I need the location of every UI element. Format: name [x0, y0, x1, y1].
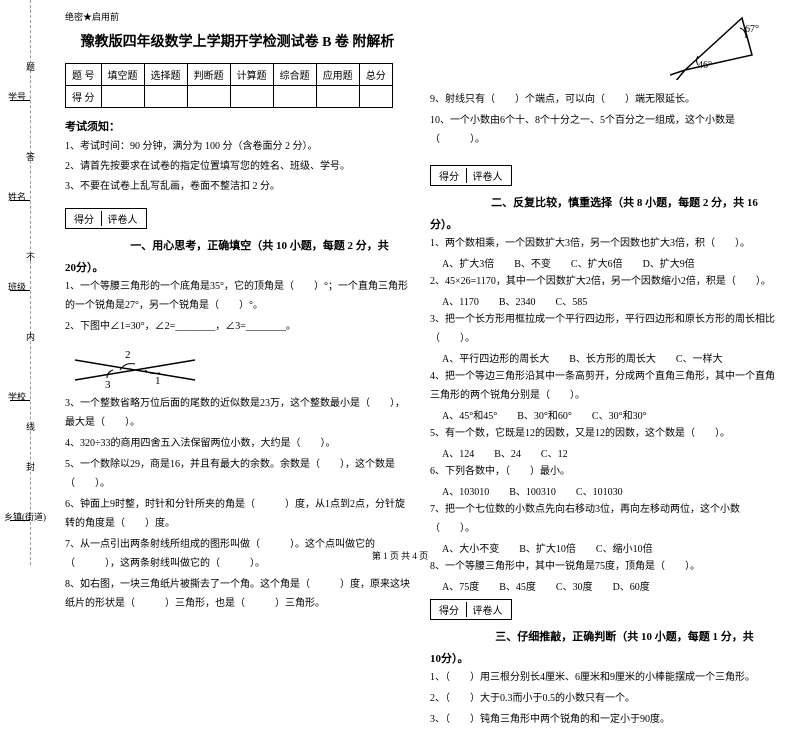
- seal-mark: 内: [26, 330, 35, 343]
- q1-8: 8、如右图，一块三角纸片被撕去了一个角。这个角是（ ）度，原来这块纸片的形状是（…: [65, 575, 410, 613]
- grader-label: 评卷人: [466, 602, 507, 617]
- section3-title: 三、仔细推敲，正确判断（共 10 小题，每题 1 分，共: [430, 628, 775, 644]
- q3-1: 1、（ ）用三根分别长4厘米、6厘米和9厘米的小棒能摆成一个三角形。: [430, 668, 775, 687]
- svg-text:1: 1: [155, 375, 161, 387]
- section1-pts: 20分）。: [65, 259, 410, 275]
- binding-sidebar: 乡镇(街道) 学校 班级 姓名 学号 封 线 内 不 答 题: [0, 0, 45, 565]
- score-label: 得分: [70, 211, 98, 226]
- q2-4-opts: A、45°和45°B、30°和60°C、30°和30°: [442, 407, 775, 422]
- grader-label: 评卷人: [466, 168, 507, 183]
- score-label: 得分: [435, 168, 463, 183]
- th: 应用题: [316, 64, 359, 86]
- seal-mark: 不: [26, 250, 35, 263]
- q2-6-opts: A、103010B、100310C、101030: [442, 483, 775, 498]
- q2-1: 1、两个数相乘，一个因数扩大3倍，另一个因数也扩大3倍，积（ ）。: [430, 234, 775, 253]
- row-label: 得 分: [66, 86, 102, 108]
- seal-mark: 封: [26, 460, 35, 473]
- svg-text:3: 3: [105, 379, 111, 390]
- q2-7: 7、把一个七位数的小数点先向右移动3位，再向左移动两位，这个小数（ ）。: [430, 500, 775, 538]
- q2-5: 5、有一个数，它既是12的因数，又是12的因数，这个数是（ ）。: [430, 424, 775, 443]
- section2-title: 二、反复比较，慎重选择（共 8 小题，每题 2 分，共 16: [430, 194, 775, 210]
- q2-2: 2、45×26=1170，其中一个因数扩大2倍，另一个因数缩小2倍，积是（ ）。: [430, 272, 775, 291]
- note-item: 1、考试时间：90 分钟，满分为 100 分（含卷面分 2 分）。: [65, 138, 410, 156]
- svg-text:46°: 46°: [698, 60, 712, 71]
- q2-3: 3、把一个长方形用框拉成一个平行四边形，平行四边形和原长方形的周长相比（ ）。: [430, 310, 775, 348]
- scorer-box-2: 得分 评卷人: [430, 165, 512, 186]
- section3-pts: 10分）。: [430, 650, 775, 666]
- q2-1-opts: A、扩大3倍B、不变C、扩大6倍D、扩大9倍: [442, 255, 775, 270]
- q1-5: 5、一个数除以29，商是16，并且有最大的余数。余数是（ ），这个数是（ ）。: [65, 455, 410, 493]
- q1-1: 1、一个等腰三角形的一个底角是35°，它的顶角是（ ）°；一个直角三角形的一个锐…: [65, 277, 410, 315]
- page-footer: 第 1 页 共 4 页: [0, 549, 800, 562]
- th: 判断题: [187, 64, 230, 86]
- q2-5-opts: A、124B、24C、12: [442, 445, 775, 460]
- exam-title: 豫教版四年级数学上学期开学检测试卷 B 卷 附解析: [65, 31, 410, 51]
- angle-diagram: 2 3 1: [65, 340, 205, 390]
- seal-mark: 题: [26, 60, 35, 73]
- note-item: 3、不要在试卷上乱写乱画，卷面不整洁扣 2 分。: [65, 178, 410, 196]
- confidential-label: 绝密★启用前: [65, 10, 410, 23]
- q3-3: 3、（ ）钝角三角形中两个锐角的和一定小于90度。: [430, 710, 775, 729]
- side-label-class: 班级: [8, 280, 26, 293]
- q1-10: 10、一个小数由6个十、8个十分之一、5个百分之一组成，这个小数是（ ）。: [430, 111, 775, 149]
- side-label-id: 学号: [8, 90, 26, 103]
- q2-3-opts: A、平行四边形的周长大B、长方形的周长大C、一样大: [442, 350, 775, 365]
- q3-2: 2、（ ）大于0.3而小于0.5的小数只有一个。: [430, 689, 775, 708]
- svg-text:2: 2: [125, 349, 131, 361]
- exam-notes: 1、考试时间：90 分钟，满分为 100 分（含卷面分 2 分）。 2、请首先按…: [65, 138, 410, 196]
- q2-2-opts: A、1170B、2340C、585: [442, 293, 775, 308]
- section2-pts: 分）。: [430, 216, 775, 232]
- q1-3: 3、一个整数省略万位后面的尾数的近似数是23万，这个整数最小是（ ），最大是（ …: [65, 394, 410, 432]
- q2-4: 4、把一个等边三角形沿其中一条高剪开，分成两个直角三角形，其中一个直角三角形的两…: [430, 367, 775, 405]
- th: 选择题: [144, 64, 187, 86]
- th: 计算题: [230, 64, 273, 86]
- th: 总分: [359, 64, 392, 86]
- th: 填空题: [101, 64, 144, 86]
- section1-title: 一、用心思考，正确填空（共 10 小题，每题 2 分，共: [65, 237, 410, 253]
- score-table: 题 号 填空题 选择题 判断题 计算题 综合题 应用题 总分 得 分: [65, 63, 393, 108]
- th: 综合题: [273, 64, 316, 86]
- scorer-box-3: 得分 评卷人: [430, 599, 512, 620]
- dash-line: [30, 0, 31, 565]
- triangle-diagram: 67° 46°: [670, 10, 770, 80]
- note-item: 2、请首先按要求在试卷的指定位置填写您的姓名、班级、学号。: [65, 158, 410, 176]
- q1-4: 4、320÷33的商用四舍五入法保留两位小数，大约是（ ）。: [65, 434, 410, 453]
- q1-2: 2、下图中∠1=30°，∠2=________，∠3=________。: [65, 317, 410, 336]
- svg-text:67°: 67°: [745, 24, 759, 35]
- score-label: 得分: [435, 602, 463, 617]
- q2-8-opts: A、75度B、45度C、30度D、60度: [442, 578, 775, 593]
- q1-9: 9、射线只有（ ）个端点，可以向（ ）端无限延长。: [430, 90, 775, 109]
- seal-mark: 线: [26, 420, 35, 433]
- seal-mark: 答: [26, 150, 35, 163]
- side-label-school: 学校: [8, 390, 26, 403]
- exam-notes-heading: 考试须知：: [65, 118, 410, 134]
- scorer-box: 得分 评卷人: [65, 208, 147, 229]
- th: 题 号: [66, 64, 102, 86]
- grader-label: 评卷人: [101, 211, 142, 226]
- q2-6: 6、下列各数中，（ ）最小。: [430, 462, 775, 481]
- side-label-name: 姓名: [8, 190, 26, 203]
- side-label-township: 乡镇(街道): [4, 510, 46, 523]
- q1-6: 6、钟面上9时整，时针和分针所夹的角是（ ）度，从1点到2点，分针旋转的角度是（…: [65, 495, 410, 533]
